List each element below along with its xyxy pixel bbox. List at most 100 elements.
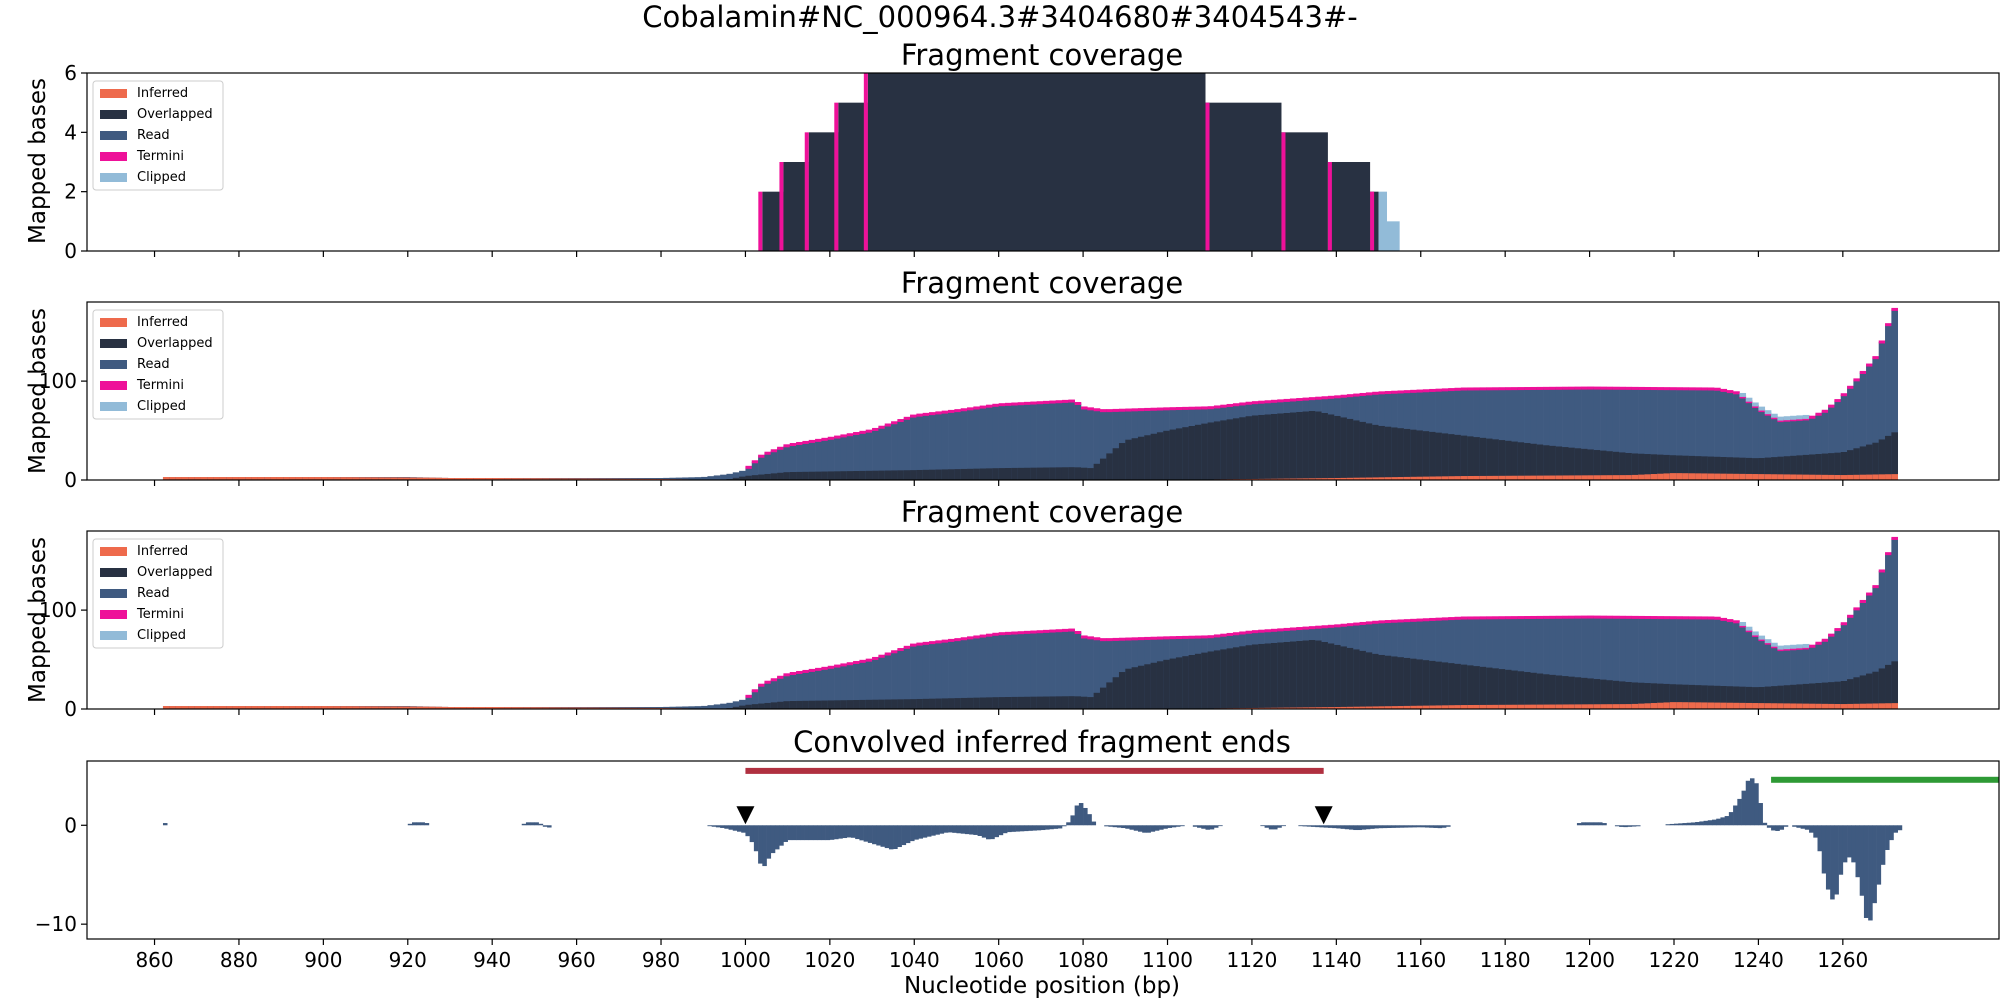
termini-cap [1619, 615, 1626, 619]
clipped-bar [1783, 645, 1791, 650]
termini-cap [1068, 628, 1075, 632]
termini-cap [840, 663, 848, 667]
signal-bar [1197, 825, 1202, 828]
signal-bar [1863, 825, 1869, 918]
read-bar [1758, 639, 1766, 709]
overlapped-bar [1080, 696, 1088, 709]
termini-cap [1112, 408, 1120, 412]
read-bar [1638, 617, 1645, 709]
signal-bar [1809, 825, 1814, 833]
termini-cap [777, 446, 784, 450]
termini-cap [992, 632, 999, 636]
inferred-bar [549, 478, 556, 480]
inferred-bar [162, 477, 170, 480]
inferred-bar [238, 477, 246, 480]
termini-cap [1530, 386, 1538, 390]
termini-cap [1074, 401, 1082, 405]
inferred-bar [308, 477, 316, 480]
overlapped-bar [1049, 696, 1056, 709]
termini-cap [903, 645, 911, 649]
termini-cap [1441, 617, 1449, 621]
read-bar [669, 706, 677, 709]
inferred-bar [1543, 475, 1550, 480]
termini-cap [948, 409, 955, 413]
inferred-bar [536, 707, 544, 709]
termini-cap [1707, 387, 1715, 391]
inferred-bar [359, 706, 366, 709]
overlapped-bar [783, 701, 791, 709]
legend-clipped-swatch [100, 631, 127, 640]
legend-termini-swatch [100, 152, 127, 161]
signal-bar [935, 825, 940, 835]
overlapped-step [783, 162, 809, 251]
signal-bar [1142, 825, 1147, 833]
termini-cap [1695, 616, 1702, 620]
inferred-bar [1790, 703, 1797, 709]
overlapped-bar [1764, 686, 1772, 709]
inferred-bar [1600, 475, 1607, 480]
read-bar [954, 639, 961, 709]
inferred-bar [169, 706, 176, 709]
signal-bar [943, 825, 949, 833]
inferred-bar [321, 706, 328, 709]
signal-bar [1340, 825, 1346, 829]
inferred-bar [1701, 702, 1709, 709]
down-triangle-marker [1314, 806, 1333, 825]
inferred-bar [492, 478, 499, 480]
inferred-bar [1568, 475, 1576, 480]
termini-cap [1460, 387, 1468, 391]
read-bar [1828, 406, 1835, 480]
signal-bar [538, 823, 544, 826]
inferred-bar [1828, 474, 1835, 480]
inferred-bar [251, 477, 259, 480]
overlapped-bar [1346, 647, 1354, 709]
read-bar [745, 696, 753, 709]
inferred-bar [1289, 707, 1297, 709]
read-bar [1467, 388, 1474, 480]
read-bar [1074, 632, 1082, 709]
read-bar [897, 649, 905, 709]
overlapped-bar [1201, 652, 1208, 709]
termini-cap [960, 408, 968, 412]
termini-cap [1106, 409, 1113, 413]
inferred-bar [1277, 707, 1284, 709]
overlapped-bar [1118, 443, 1126, 480]
signal-bar [1078, 803, 1084, 826]
inferred-bar [390, 706, 398, 709]
overlapped-bar [1093, 463, 1101, 480]
overlapped-bar [1232, 647, 1240, 709]
termini-cap [1714, 616, 1721, 620]
inferred-bar [1777, 474, 1785, 480]
overlapped-bar [1473, 437, 1481, 480]
read-bar [1847, 616, 1854, 709]
overlapped-bar [1663, 454, 1671, 480]
inferred-bar [1416, 476, 1424, 480]
read-bar [1638, 388, 1645, 480]
overlapped-bar [1226, 419, 1234, 480]
overlapped-bar [1137, 436, 1145, 480]
signal-bar [1817, 825, 1823, 852]
termini-cap [1137, 408, 1145, 412]
signal-bar [1783, 825, 1789, 827]
termini-cap [897, 648, 905, 652]
overlapped-bar [1828, 453, 1835, 480]
signal-bar [1893, 825, 1899, 833]
read-bar [1087, 408, 1094, 480]
read-bar [1682, 617, 1690, 709]
legend-overlapped-swatch [100, 339, 127, 348]
termini-cap [1175, 636, 1183, 640]
overlapped-bar [1346, 418, 1354, 480]
inferred-bar [409, 706, 417, 709]
inferred-bar [308, 706, 316, 709]
read-bar [1543, 388, 1550, 480]
legend-inferred-label: Inferred [137, 544, 188, 559]
read-bar [1574, 617, 1582, 709]
termini-cap [1460, 616, 1468, 620]
inferred-bar [1866, 703, 1873, 709]
inferred-bar [1505, 475, 1512, 480]
read-bar [834, 437, 841, 480]
legend-read-swatch [100, 360, 127, 369]
signal-bar [766, 825, 772, 859]
inferred-bar [1720, 473, 1728, 480]
